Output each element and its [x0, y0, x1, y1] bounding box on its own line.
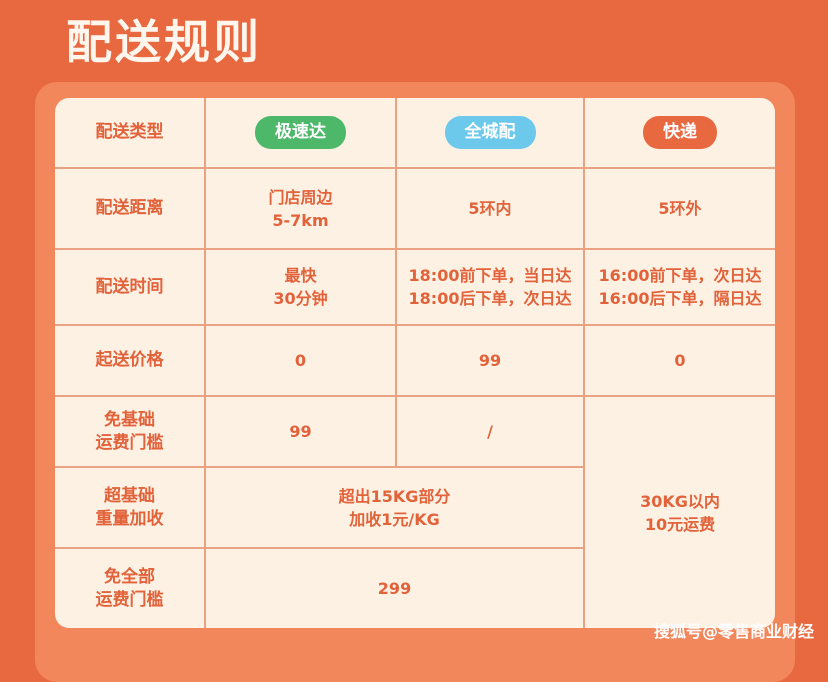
text-line: 免基础: [104, 409, 155, 430]
text-line: 5环外: [658, 199, 702, 218]
type-pill: 极速达: [255, 116, 346, 149]
value-cell: 门店周边 5-7km: [206, 169, 395, 248]
text-line: 运费门槛: [95, 589, 164, 610]
text-line: 运费门槛: [95, 432, 164, 453]
value-cell: 超出15KG部分 加收1元/KG: [206, 468, 583, 547]
type-cell: 极速达: [206, 98, 395, 167]
text-line: 30分钟: [273, 289, 328, 308]
title: 配送规则: [66, 15, 262, 69]
text-line: 99: [478, 351, 502, 370]
value-cell: 299: [206, 549, 583, 628]
text-line: 299: [377, 579, 412, 598]
type-pill: 全城配: [444, 116, 536, 149]
row-label: 配送时间: [55, 250, 204, 324]
text-line: 配送距离: [95, 198, 164, 218]
type-pill: 快递: [643, 116, 717, 149]
header-label: 配送类型: [55, 98, 204, 167]
text-line: 30KG以内: [640, 491, 720, 511]
row-label: 免全部 运费门槛: [55, 549, 204, 628]
value-cell: 99: [397, 326, 583, 395]
value-cell: 0: [585, 326, 775, 395]
text-line: 0: [294, 351, 307, 370]
text-line: 加收1元/KG: [349, 509, 440, 529]
text-line: 免全部: [104, 566, 155, 587]
value-cell: 最快 30分钟: [206, 250, 395, 324]
value-cell: 0: [206, 326, 395, 395]
row-label: 超基础 重量加收: [55, 468, 204, 547]
value-cell: /: [397, 397, 583, 466]
text-line: /: [487, 422, 493, 441]
value-cell: 99: [206, 397, 395, 466]
text-line: 16:00前下单，次日达: [598, 266, 762, 285]
text-line: 超出15KG部分: [338, 486, 451, 506]
text-line: 门店周边: [268, 187, 333, 207]
text-line: 18:00前下单，当日达: [408, 266, 572, 285]
text-line: 0: [674, 351, 686, 370]
watermark: 搜狐号@零售商业财经: [653, 622, 814, 641]
value-cell: 5环外: [585, 169, 775, 248]
text-line: 10元运费: [644, 514, 716, 534]
value-cell: 18:00前下单，当日达 18:00后下单，次日达: [397, 250, 583, 324]
table: 配送类型 极速达 全城配 快递配送距离 门店周边 5-7km 5环内 5环外配送时间 最快 30分…: [55, 98, 775, 628]
text-line: 配送时间: [95, 276, 164, 297]
text-line: 5环内: [468, 199, 512, 218]
row-label: 配送距离: [55, 169, 204, 248]
merged-cell: 30KG以内 10元运费: [585, 397, 775, 628]
text-line: 18:00后下单，次日达: [408, 289, 572, 308]
row-label: 免基础 运费门槛: [55, 397, 204, 466]
text-line: 16:00后下单，隔日达: [598, 289, 762, 308]
text-line: 最快: [284, 266, 317, 285]
type-cell: 全城配: [397, 98, 583, 167]
text-line: 99: [289, 422, 312, 441]
text-line: 重量加收: [95, 508, 164, 529]
type-cell: 快递: [585, 98, 775, 167]
text-line: 超基础: [104, 485, 155, 506]
text-line: 5-7km: [272, 210, 329, 230]
value-cell: 16:00前下单，次日达 16:00后下单，隔日达: [585, 250, 775, 324]
row-label: 起送价格: [55, 326, 204, 395]
text-line: 起送价格: [95, 350, 164, 370]
page: {"header":{"title":"配送规则"}, "table":{"he…: [35, 15, 814, 682]
value-cell: 5环内: [397, 169, 583, 248]
